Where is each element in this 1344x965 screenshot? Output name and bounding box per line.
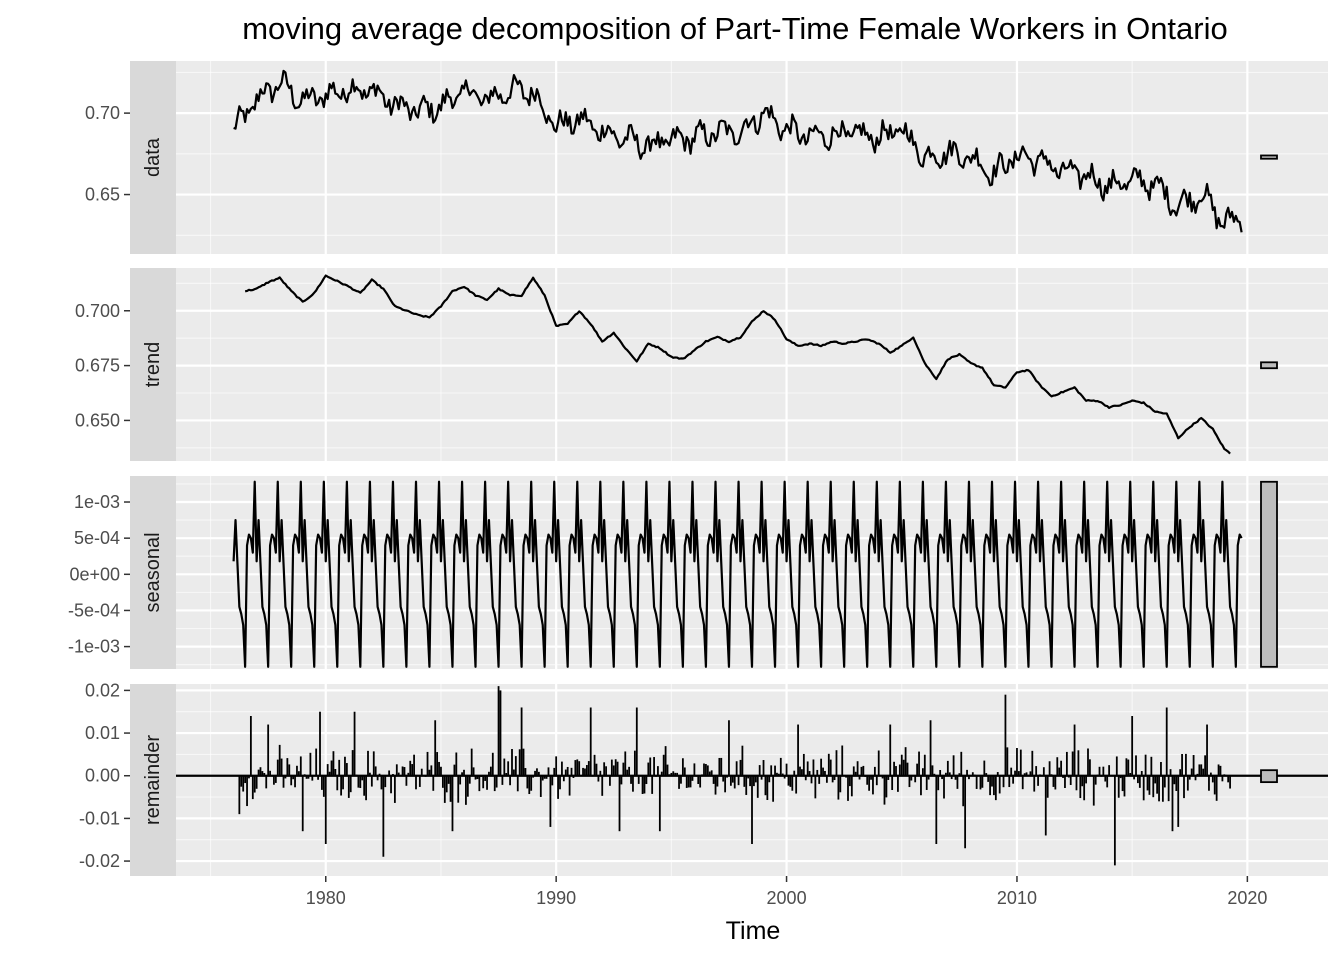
facet-label-trend: trend bbox=[142, 342, 164, 388]
y-tick-label: 5e-04 bbox=[74, 528, 120, 548]
y-tick-label: -0.02 bbox=[79, 851, 120, 871]
x-tick-label: 2000 bbox=[767, 888, 807, 908]
y-tick-label: -0.01 bbox=[79, 808, 120, 828]
facet-strip bbox=[130, 61, 176, 254]
y-tick-label: 0.675 bbox=[75, 356, 120, 376]
panel-content bbox=[232, 480, 1243, 668]
facet-strip bbox=[130, 476, 176, 669]
y-tick-label: -5e-04 bbox=[68, 600, 120, 620]
panels-layer: data 0.65 0.70 trend 0.650 0.675 0.700 seasonal… bbox=[68, 61, 1328, 876]
y-tick-label: 0.65 bbox=[85, 185, 120, 205]
y-tick-label: 0.00 bbox=[85, 766, 120, 786]
y-tick-label: 0.700 bbox=[75, 301, 120, 321]
range-bar-trend bbox=[1260, 361, 1278, 370]
y-tick-label: 0.650 bbox=[75, 410, 120, 430]
y-tick-label: -1e-03 bbox=[68, 637, 120, 657]
panel-remainder: remainder -0.02 -0.01 0.00 0.01 0.02 bbox=[79, 680, 1328, 876]
range-bar-data bbox=[1260, 154, 1278, 160]
panel-data: data 0.65 0.70 bbox=[85, 61, 1328, 254]
x-tick-label: 2010 bbox=[997, 888, 1037, 908]
x-tick-label: 2020 bbox=[1227, 888, 1267, 908]
trend-series-line bbox=[244, 274, 1231, 455]
y-tick-label: 0.01 bbox=[85, 723, 120, 743]
panel-seasonal: seasonal -1e-03 -5e-04 0e+00 5e-04 1e-03 bbox=[68, 476, 1328, 669]
y-tick-label: 0e+00 bbox=[69, 564, 120, 584]
x-axis-title: Time bbox=[726, 917, 781, 945]
range-bar-remainder bbox=[1260, 769, 1278, 784]
panel-background bbox=[176, 61, 1328, 254]
panel-content bbox=[233, 69, 1243, 233]
panel-content bbox=[244, 274, 1231, 455]
y-tick-label: 0.02 bbox=[85, 680, 120, 700]
y-tick-label: 0.70 bbox=[85, 103, 120, 123]
chart-title: moving average decomposition of Part-Tim… bbox=[242, 11, 1228, 46]
facet-label-data: data bbox=[142, 137, 164, 177]
panel-content bbox=[238, 686, 1231, 866]
x-tick-label: 1990 bbox=[536, 888, 576, 908]
x-axis: 1980 1990 2000 2010 2020 bbox=[306, 876, 1267, 908]
y-tick-label: 1e-03 bbox=[74, 492, 120, 512]
facet-strip bbox=[130, 268, 176, 461]
panel-trend: trend 0.650 0.675 0.700 bbox=[75, 268, 1328, 461]
seasonal-series-line bbox=[232, 480, 1243, 668]
facet-strip bbox=[130, 684, 176, 876]
x-tick-label: 1980 bbox=[306, 888, 346, 908]
facet-label-seasonal: seasonal bbox=[142, 532, 164, 612]
range-bar-seasonal bbox=[1260, 480, 1278, 668]
facet-label-remainder: remainder bbox=[142, 735, 164, 825]
data-series-line bbox=[233, 69, 1243, 233]
